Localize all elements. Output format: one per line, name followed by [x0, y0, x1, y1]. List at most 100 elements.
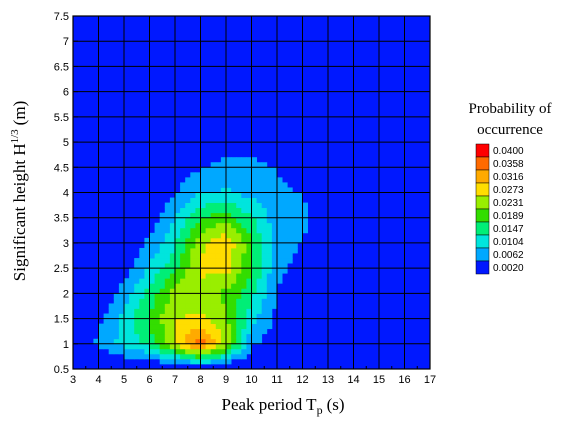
contour-cell: [266, 293, 273, 299]
contour-cell: [210, 273, 217, 279]
contour-cell: [200, 197, 206, 203]
contour-cell: [154, 253, 161, 259]
contour-cell: [205, 323, 212, 330]
contour-cell: [236, 258, 242, 264]
contour-cell: [282, 192, 288, 198]
contour-cell: [190, 207, 196, 214]
contour-cell: [169, 253, 176, 259]
contour-cell: [215, 212, 222, 219]
contour-cell: [231, 157, 237, 163]
contour-cell: [159, 308, 166, 314]
contour-cell: [180, 348, 186, 355]
contour-cell: [190, 273, 196, 279]
contour-cell: [118, 343, 125, 350]
contour-cell: [266, 253, 273, 259]
contour-cell: [210, 162, 217, 168]
contour-cell: [256, 202, 263, 209]
contour-cell: [215, 237, 222, 244]
contour-cell: [159, 273, 166, 279]
y-tick-label: 2: [63, 288, 69, 300]
contour-cell: [297, 237, 303, 244]
y-tick-label: 3.5: [54, 213, 69, 225]
contour-cell: [215, 323, 222, 330]
contour-cell: [169, 212, 176, 219]
contour-cell: [164, 313, 171, 319]
contour-cell: [185, 303, 191, 309]
contour-cell: [124, 303, 130, 309]
contour-cell: [98, 323, 104, 330]
contour-cell: [180, 217, 186, 224]
contour-cell: [195, 333, 201, 340]
contour-cell: [210, 197, 217, 203]
contour-cell: [226, 328, 232, 335]
contour-cell: [251, 258, 257, 264]
contour-cell: [226, 348, 232, 355]
contour-cell: [251, 328, 257, 335]
contour-cell: [251, 338, 257, 345]
contour-cell: [200, 247, 206, 254]
contour-cell: [118, 298, 125, 304]
contour-cell: [220, 217, 227, 224]
contour-cell: [139, 323, 145, 330]
contour-cell: [241, 237, 247, 244]
contour-cell: [180, 313, 186, 319]
contour-cell: [236, 212, 242, 219]
contour-cell: [210, 298, 217, 304]
contour-cell: [256, 293, 263, 299]
contour-cell: [271, 207, 278, 214]
contour-cell: [118, 333, 125, 340]
contour-cell: [149, 293, 155, 299]
contour-cell: [124, 353, 130, 360]
contour-cell: [287, 187, 293, 193]
contour-cell: [180, 358, 186, 365]
contour-cell: [231, 268, 237, 274]
contour-cell: [297, 212, 303, 219]
contour-cell: [246, 348, 252, 355]
contour-cell: [129, 293, 135, 299]
contour-cell: [185, 338, 191, 345]
contour-cell: [108, 318, 115, 325]
contour-cell: [144, 278, 150, 284]
contour-cell: [277, 217, 283, 224]
contour-cell: [261, 187, 268, 193]
contour-cell: [210, 202, 217, 209]
contour-cell: [297, 227, 303, 234]
contour-cell: [149, 298, 155, 304]
contour-cell: [277, 237, 283, 244]
contour-cell: [144, 323, 150, 330]
contour-cell: [195, 313, 201, 319]
contour-cell: [251, 202, 257, 209]
contour-cell: [144, 328, 150, 335]
contour-cell: [246, 338, 252, 345]
contour-cell: [266, 258, 273, 264]
contour-cell: [154, 268, 161, 274]
contour-cell: [277, 227, 283, 234]
contour-cell: [139, 258, 145, 264]
contour-cell: [215, 258, 222, 264]
contour-cell: [246, 207, 252, 214]
contour-cell: [236, 192, 242, 198]
contour-cell: [215, 343, 222, 350]
contour-cell: [226, 207, 232, 214]
contour-cell: [113, 323, 120, 330]
contour-cell: [220, 268, 227, 274]
contour-cell: [139, 303, 145, 309]
contour-cell: [251, 197, 257, 203]
contour-cell: [210, 177, 217, 183]
contour-cell: [159, 283, 166, 289]
y-tick-label: 6.5: [54, 61, 69, 73]
contour-cell: [231, 318, 237, 325]
y-tick-label: 3: [63, 238, 69, 250]
contour-cell: [144, 258, 150, 264]
contour-cell: [241, 348, 247, 355]
contour-cell: [205, 192, 212, 198]
contour-cell: [205, 227, 212, 234]
contour-cell: [159, 313, 166, 319]
contour-cell: [185, 328, 191, 335]
contour-cell: [149, 313, 155, 319]
contour-cell: [277, 182, 283, 188]
contour-cell: [241, 242, 247, 249]
contour-cell: [200, 273, 206, 279]
contour-cell: [205, 197, 212, 203]
contour-cell: [159, 323, 166, 330]
